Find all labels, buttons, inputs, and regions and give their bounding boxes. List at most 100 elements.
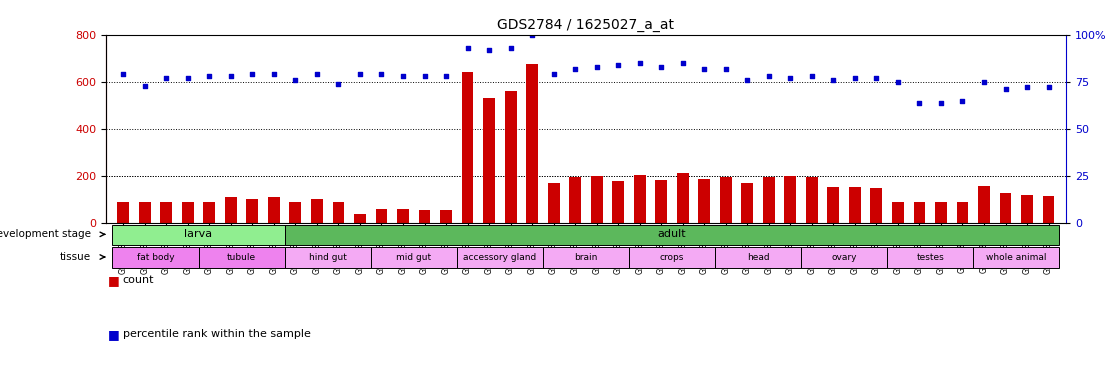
- Bar: [715, 247, 801, 268]
- Point: [201, 73, 219, 79]
- Bar: [785, 176, 796, 223]
- Point: [502, 45, 520, 51]
- Bar: [504, 91, 517, 223]
- Point: [760, 73, 778, 79]
- Text: tubule: tubule: [227, 253, 257, 262]
- Bar: [613, 181, 624, 223]
- Text: fat body: fat body: [136, 253, 174, 262]
- Text: development stage: development stage: [0, 229, 92, 239]
- Point: [222, 73, 240, 79]
- Point: [631, 60, 648, 66]
- Bar: [542, 247, 629, 268]
- Point: [932, 99, 950, 106]
- Point: [459, 45, 477, 51]
- Point: [652, 64, 670, 70]
- Text: testes: testes: [916, 253, 944, 262]
- Bar: [1042, 196, 1055, 223]
- Bar: [629, 247, 715, 268]
- Bar: [634, 175, 646, 223]
- Bar: [526, 64, 538, 223]
- Text: ovary: ovary: [831, 253, 857, 262]
- Bar: [376, 209, 387, 223]
- Point: [114, 71, 132, 77]
- Bar: [655, 180, 667, 223]
- Bar: [268, 197, 280, 223]
- Text: count: count: [123, 275, 154, 285]
- Bar: [247, 199, 258, 223]
- Text: accessory gland: accessory gland: [463, 253, 537, 262]
- Point: [373, 71, 391, 77]
- Bar: [887, 247, 973, 268]
- Bar: [870, 188, 883, 223]
- Bar: [720, 177, 732, 223]
- Bar: [371, 247, 456, 268]
- Bar: [440, 210, 452, 223]
- Point: [1040, 84, 1058, 91]
- Point: [437, 73, 455, 79]
- Bar: [956, 202, 969, 223]
- Bar: [973, 247, 1059, 268]
- Point: [695, 66, 713, 72]
- Bar: [113, 225, 285, 245]
- Text: head: head: [747, 253, 769, 262]
- Bar: [161, 202, 172, 223]
- Text: larva: larva: [184, 229, 213, 239]
- Point: [911, 99, 929, 106]
- Text: crops: crops: [660, 253, 684, 262]
- Bar: [138, 202, 151, 223]
- Point: [329, 81, 347, 87]
- Point: [846, 75, 864, 81]
- Point: [415, 73, 433, 79]
- Bar: [827, 187, 839, 223]
- Bar: [590, 176, 603, 223]
- Point: [523, 31, 541, 38]
- Bar: [801, 247, 887, 268]
- Text: hind gut: hind gut: [309, 253, 347, 262]
- Point: [394, 73, 412, 79]
- Bar: [548, 183, 559, 223]
- Point: [308, 71, 326, 77]
- Text: mid gut: mid gut: [396, 253, 431, 262]
- Point: [1018, 84, 1036, 91]
- Bar: [285, 225, 1059, 245]
- Point: [243, 71, 261, 77]
- Bar: [311, 199, 323, 223]
- Text: whole animal: whole animal: [987, 253, 1047, 262]
- Point: [739, 77, 757, 83]
- Bar: [676, 173, 689, 223]
- Point: [867, 75, 885, 81]
- Text: percentile rank within the sample: percentile rank within the sample: [123, 329, 310, 339]
- Title: GDS2784 / 1625027_a_at: GDS2784 / 1625027_a_at: [498, 18, 674, 32]
- Bar: [289, 202, 301, 223]
- Bar: [806, 177, 818, 223]
- Point: [953, 98, 971, 104]
- Bar: [462, 72, 473, 223]
- Bar: [203, 202, 215, 223]
- Point: [802, 73, 820, 79]
- Bar: [1021, 195, 1033, 223]
- Bar: [892, 202, 904, 223]
- Bar: [225, 197, 237, 223]
- Point: [264, 71, 282, 77]
- Point: [609, 62, 627, 68]
- Bar: [741, 183, 753, 223]
- Point: [157, 75, 175, 81]
- Text: brain: brain: [575, 253, 597, 262]
- Point: [352, 71, 369, 77]
- Text: tissue: tissue: [60, 252, 92, 262]
- Bar: [354, 214, 366, 223]
- Bar: [569, 177, 581, 223]
- Text: ■: ■: [108, 274, 121, 287]
- Point: [975, 79, 993, 85]
- Point: [889, 79, 907, 85]
- Bar: [117, 202, 129, 223]
- Bar: [113, 247, 199, 268]
- Point: [781, 75, 799, 81]
- Bar: [397, 209, 408, 223]
- Bar: [763, 177, 775, 223]
- Bar: [849, 187, 860, 223]
- Point: [136, 83, 154, 89]
- Bar: [182, 202, 194, 223]
- Point: [588, 64, 606, 70]
- Bar: [1000, 193, 1011, 223]
